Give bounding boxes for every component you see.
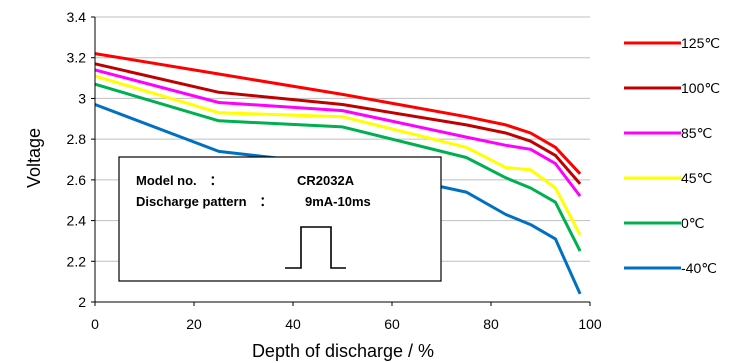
- annotation-box: Model no. ： CR2032A Discharge pattern ： …: [118, 156, 442, 282]
- y-tick-label: 2.6: [67, 172, 87, 188]
- series-line: [94, 74, 582, 236]
- legend-label: -40℃: [681, 260, 717, 276]
- pulse-waveform-icon: [285, 226, 346, 269]
- pattern-label: Discharge pattern ：: [136, 194, 273, 209]
- series-line: [94, 62, 582, 185]
- legend-label: 100℃: [681, 80, 720, 96]
- y-tick-label: 3: [78, 90, 86, 106]
- series-line: [94, 103, 582, 295]
- legend: 125℃ 100℃ 85℃ 45℃ 0℃ -40℃: [624, 35, 720, 276]
- series-line: [94, 68, 582, 198]
- x-tick-label: 100: [578, 316, 602, 332]
- y-tick-label: 2: [78, 294, 86, 310]
- x-tick-labels: 0 20 40 60 80 100: [91, 316, 602, 332]
- y-axis-title: Voltage: [24, 128, 44, 188]
- legend-label: 45℃: [681, 170, 712, 186]
- y-tick-label: 2.4: [67, 213, 87, 229]
- x-tick-label: 0: [91, 316, 99, 332]
- x-tick-label: 40: [285, 316, 301, 332]
- legend-label: 125℃: [681, 35, 720, 51]
- model-value: CR2032A: [297, 173, 355, 188]
- y-tick-label: 3.4: [67, 9, 87, 25]
- annotation-frame: [118, 156, 442, 282]
- legend-label: 85℃: [681, 125, 712, 141]
- legend-label: 0℃: [681, 215, 705, 231]
- model-label: Model no. ：: [136, 173, 223, 188]
- x-tick-label: 60: [384, 316, 400, 332]
- y-tick-labels: 2 2.2 2.4 2.6 2.8 3 3.2 3.4: [67, 9, 87, 310]
- x-tick-label: 80: [483, 316, 499, 332]
- series-line: [94, 52, 582, 175]
- pattern-value: 9mA-10ms: [305, 194, 371, 209]
- series-lines: [94, 52, 582, 295]
- y-tick-label: 3.2: [67, 50, 87, 66]
- series-line: [94, 82, 582, 252]
- x-axis-title: Depth of discharge / %: [252, 341, 434, 361]
- y-tick-label: 2.2: [67, 253, 87, 269]
- x-tick-label: 20: [186, 316, 202, 332]
- y-tick-label: 2.8: [67, 131, 87, 147]
